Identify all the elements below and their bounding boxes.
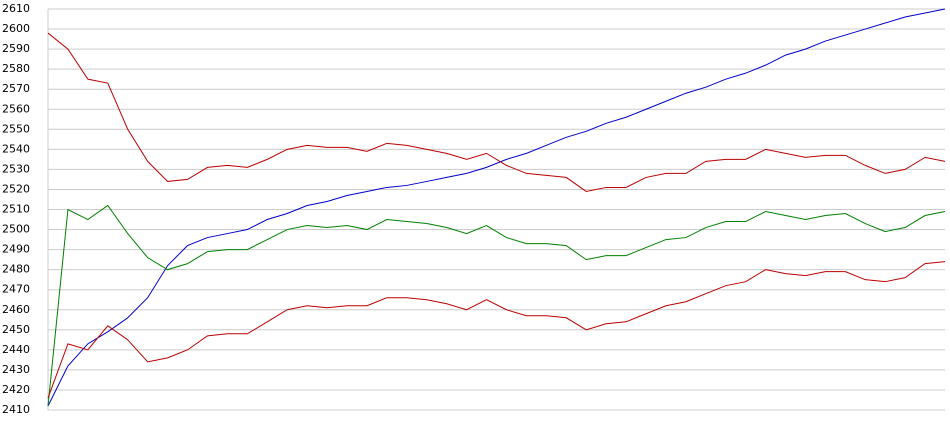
y-tick-label: 2460 (2, 303, 30, 316)
y-tick-label: 2520 (2, 182, 30, 195)
y-tick-label: 2410 (2, 403, 30, 416)
y-tick-label: 2580 (2, 62, 30, 75)
y-tick-label: 2470 (2, 283, 30, 296)
y-tick-label: 2440 (2, 343, 30, 356)
y-tick-label: 2560 (2, 102, 30, 115)
series-line (47, 261, 946, 399)
y-tick-label: 2430 (2, 363, 30, 376)
y-tick-label: 2530 (2, 162, 30, 175)
y-tick-label: 2490 (2, 243, 30, 256)
y-tick-label: 2610 (2, 2, 30, 15)
y-tick-label: 2540 (2, 142, 30, 155)
series-line (47, 8, 946, 407)
y-tick-label: 2590 (2, 42, 30, 55)
y-tick-label: 2420 (2, 383, 30, 396)
y-tick-label: 2600 (2, 22, 30, 35)
y-tick-label: 2570 (2, 82, 30, 95)
series-line (47, 32, 946, 192)
y-tick-label: 2510 (2, 203, 30, 216)
y-tick-label: 2450 (2, 323, 30, 336)
series-line (47, 204, 946, 407)
y-tick-label: 2550 (2, 122, 30, 135)
y-tick-label: 2500 (2, 223, 30, 236)
y-tick-label: 2480 (2, 263, 30, 276)
